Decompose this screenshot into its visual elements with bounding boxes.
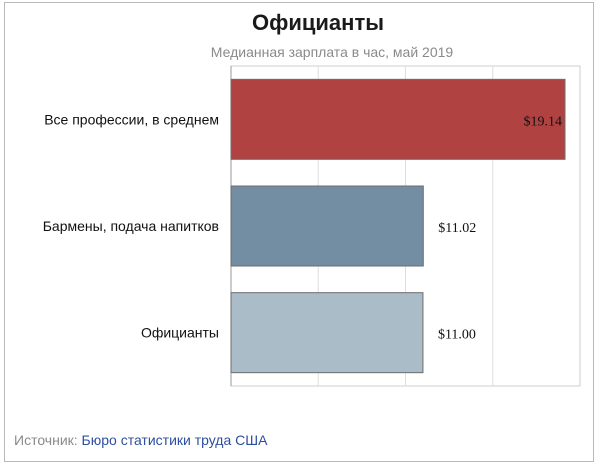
value-label: $11.02 — [438, 221, 476, 236]
bar — [230, 185, 424, 267]
category-label: Все профессии, в среднем — [44, 111, 219, 127]
bar — [230, 78, 566, 160]
category-label: Бармены, подача напитков — [43, 218, 219, 234]
value-label: $11.00 — [438, 328, 476, 343]
chart-title: Официанты — [251, 10, 385, 35]
bar — [230, 292, 424, 374]
category-label: Официанты — [141, 325, 219, 341]
value-label: $19.14 — [523, 114, 562, 129]
source-label: Источник: — [14, 432, 78, 448]
source-footer: Источник: Бюро статистики труда США — [14, 432, 267, 448]
source-link[interactable]: Бюро статистики труда США — [81, 432, 268, 448]
chart-subtitle: Медианная зарплата в час, май 2019 — [210, 44, 454, 60]
